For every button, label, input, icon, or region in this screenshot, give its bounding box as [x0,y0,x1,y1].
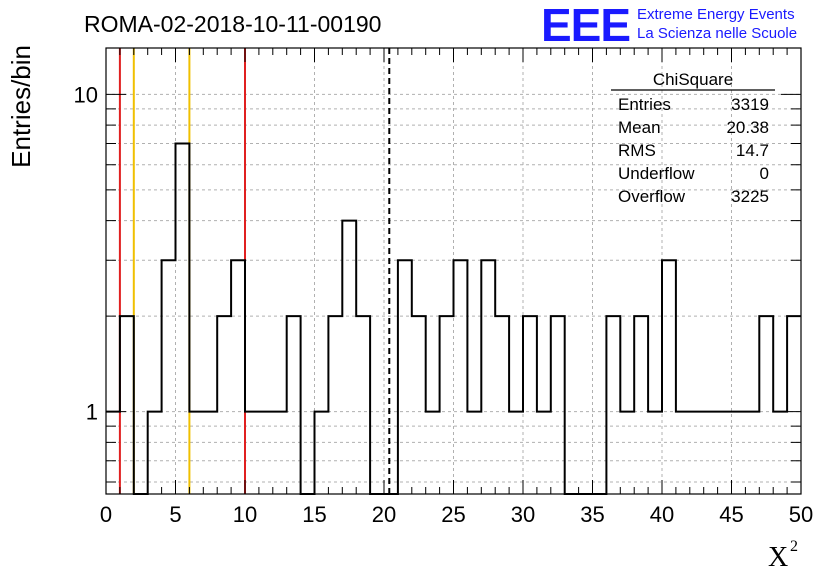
x-tick-label: 20 [372,502,396,527]
y-tick-label: 10 [74,82,98,107]
logo-line-1: Extreme Energy Events [637,6,795,23]
x-tick-label: 50 [789,502,813,527]
stats-box: ChiSquare Entries 3319 Mean 20.38 RMS 14.7 Und… [611,70,775,206]
x-tick-label: 10 [233,502,257,527]
axis-ticks: 0 5 10 15 20 25 30 35 40 45 50 1 10 [74,48,813,527]
x-tick-label: 5 [169,502,181,527]
stats-label: RMS [618,141,656,160]
stats-value: 3319 [731,95,769,114]
x-axis-label: X 2 [768,538,798,572]
x-axis-label-main: X [768,542,788,572]
histogram-series [106,142,801,495]
x-tick-label: 35 [580,502,604,527]
chart-title: ROMA-02-2018-10-11-00190 [84,11,381,37]
x-tick-label: 40 [650,502,674,527]
stats-label: Overflow [618,187,686,206]
x-tick-label: 15 [302,502,326,527]
stats-label: Entries [618,95,671,114]
stats-label: Underflow [618,164,695,183]
stats-value: 14.7 [736,141,769,160]
stats-value: 20.38 [726,118,769,137]
y-axis-label: Entries/bin [6,45,36,168]
stats-label: Mean [618,118,661,137]
y-tick-label: 1 [86,400,98,425]
reference-lines [118,48,391,494]
eee-logo: EEE [541,0,631,51]
x-tick-label: 25 [441,502,465,527]
logo-line-2: La Scienza nelle Scuole [637,25,798,42]
x-tick-label: 45 [719,502,743,527]
x-tick-label: 0 [100,502,112,527]
x-tick-label: 30 [511,502,535,527]
stats-value: 0 [760,164,769,183]
stats-title: ChiSquare [653,70,733,89]
x-axis-label-superscript: 2 [790,538,798,555]
stats-value: 3225 [731,187,769,206]
